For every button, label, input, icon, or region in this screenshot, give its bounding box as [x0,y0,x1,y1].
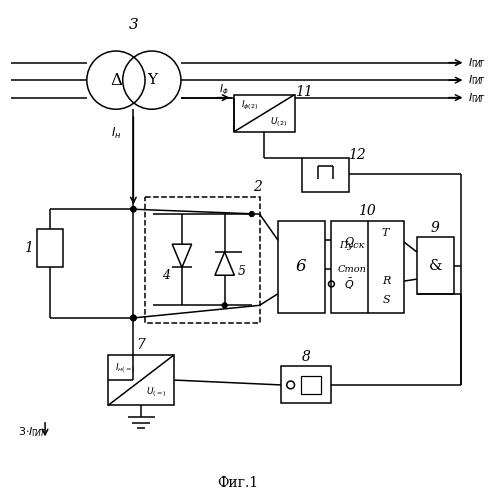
Bar [281,366,331,404]
Text: 6: 6 [296,258,306,275]
Text: Y: Y [147,73,157,87]
Bar [417,238,454,294]
Text: R: R [383,276,391,286]
Circle shape [249,212,254,216]
Text: $I_{\Gamma\!И\!Т}$: $I_{\Gamma\!И\!Т}$ [468,90,487,104]
Bar [234,94,295,132]
Text: 4: 4 [163,268,170,281]
Circle shape [131,206,136,212]
Text: 3: 3 [128,18,138,32]
Text: $I_\phi$: $I_\phi$ [219,82,228,97]
Text: 7: 7 [137,338,145,352]
Text: $I_н$: $I_н$ [111,126,121,141]
Text: T: T [381,228,388,237]
Bar [145,196,260,323]
Text: $U_{(=)}$: $U_{(=)}$ [146,385,167,398]
Text: 11: 11 [295,85,313,99]
Bar [301,376,321,394]
Text: 12: 12 [348,148,366,162]
Circle shape [131,315,136,320]
Text: 5: 5 [238,265,246,278]
Text: Пуск: Пуск [339,240,365,250]
Text: $U_{(2)}$: $U_{(2)}$ [270,115,287,129]
Circle shape [131,315,136,320]
Text: Фиг.1: Фиг.1 [218,476,259,490]
Bar [302,158,349,192]
Bar [331,221,404,313]
Text: S: S [383,296,390,306]
Text: $I_{\Gamma\!И\!Т}$: $I_{\Gamma\!И\!Т}$ [468,73,487,87]
Text: $I_{н(=)}$: $I_{н(=)}$ [115,362,136,376]
Text: 8: 8 [302,350,311,364]
Text: $I_{\phi(2)}$: $I_{\phi(2)}$ [241,99,259,112]
Text: 1: 1 [24,241,33,255]
Bar [37,228,62,268]
Text: 10: 10 [359,204,376,218]
Text: 2: 2 [253,180,262,194]
Text: &: & [428,258,442,272]
Circle shape [222,303,227,308]
Text: $3{\cdot}I_{\Gamma\!И\!Т}$: $3{\cdot}I_{\Gamma\!И\!Т}$ [18,426,47,440]
Text: Стоп: Стоп [337,265,366,274]
Text: 9: 9 [431,220,440,234]
Text: Q: Q [345,237,353,248]
Text: Δ: Δ [110,72,122,88]
Text: $\bar{Q}$: $\bar{Q}$ [344,276,354,291]
Text: $I_{\Gamma\!И\!Т}$: $I_{\Gamma\!И\!Т}$ [468,56,487,70]
Bar [108,355,174,406]
Bar [278,221,325,313]
